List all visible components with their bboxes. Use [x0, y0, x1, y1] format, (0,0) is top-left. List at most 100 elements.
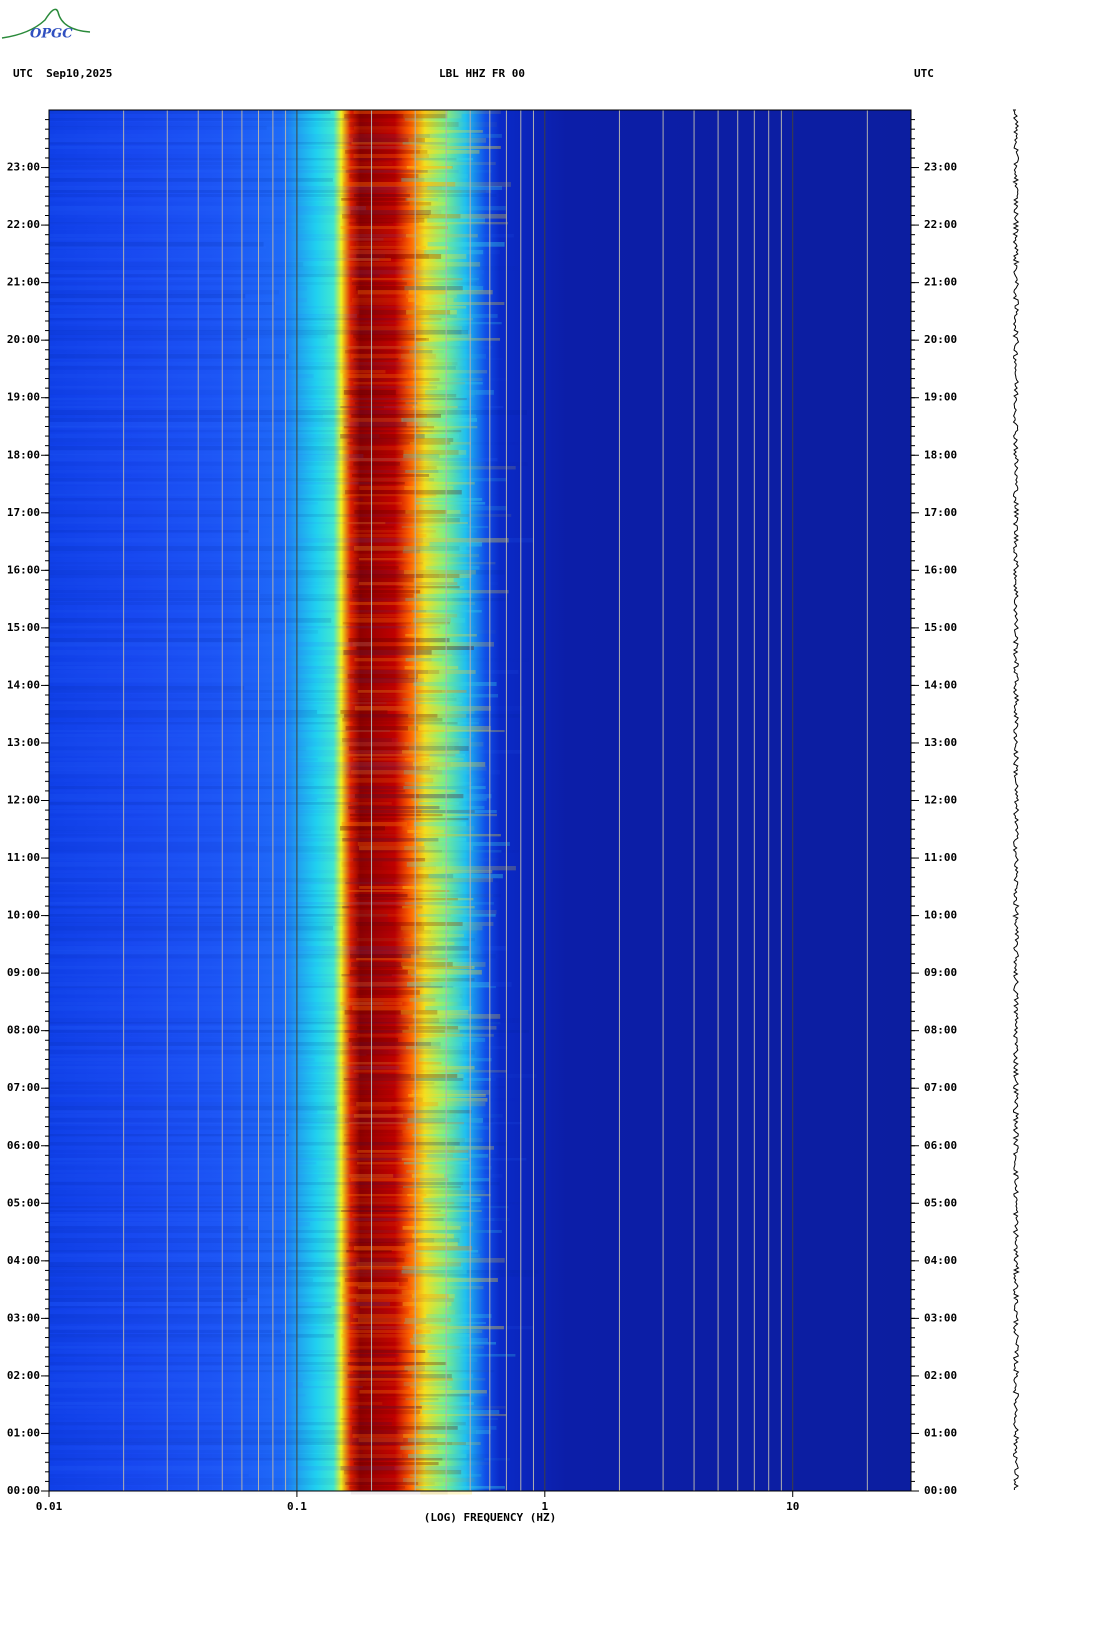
noise-row [49, 426, 250, 429]
y-tick-label: 09:00 [924, 966, 957, 979]
noise-row [406, 1482, 467, 1485]
noise-row [347, 1266, 419, 1270]
noise-row [352, 642, 430, 647]
noise-row [49, 1346, 295, 1349]
noise-row [342, 1358, 396, 1363]
noise-row [427, 374, 473, 378]
noise-row [409, 350, 456, 354]
noise-row [349, 246, 426, 249]
noise-row [416, 894, 494, 897]
noise-row [402, 1226, 461, 1230]
noise-row [49, 1270, 539, 1274]
noise-row [352, 138, 425, 143]
noise-row [49, 250, 501, 255]
noise-row [345, 1126, 459, 1130]
noise-row [49, 462, 528, 466]
y-tick-label: 10:00 [7, 909, 40, 922]
noise-row [350, 1350, 426, 1353]
noise-row [49, 874, 277, 879]
noise-row [356, 1026, 459, 1030]
noise-row [49, 1046, 508, 1050]
noise-row [49, 678, 425, 683]
noise-row [412, 1182, 469, 1186]
noise-row [427, 1406, 506, 1409]
y-tick-label: 19:00 [7, 391, 40, 404]
noise-row [359, 1258, 405, 1263]
noise-row [49, 178, 333, 182]
noise-row [357, 874, 454, 879]
noise-row [49, 1126, 357, 1130]
noise-row [342, 1402, 383, 1405]
noise-row [354, 586, 460, 589]
noise-row [426, 614, 475, 617]
noise-row [49, 1338, 297, 1343]
noise-row [358, 934, 411, 938]
noise-row [344, 754, 456, 757]
noise-row [409, 462, 486, 466]
noise-row [428, 866, 516, 871]
noise-row [359, 310, 451, 315]
noise-row [49, 422, 427, 427]
noise-row [343, 1366, 425, 1371]
noise-row [350, 1490, 448, 1495]
noise-row [418, 506, 508, 511]
noise-row [352, 758, 430, 761]
y-tick-label: 02:00 [924, 1369, 957, 1382]
noise-row [408, 714, 467, 718]
noise-row [403, 454, 439, 459]
noise-row [342, 250, 427, 255]
noise-row [49, 1282, 341, 1287]
noise-row [49, 1318, 402, 1323]
noise-row [416, 934, 464, 938]
noise-row [353, 530, 436, 533]
noise-row [348, 418, 404, 422]
noise-row [429, 1354, 516, 1357]
noise-row [415, 1326, 504, 1330]
noise-row [400, 1446, 470, 1450]
noise-row [355, 1238, 460, 1243]
noise-row [49, 682, 476, 686]
noise-row [49, 1058, 315, 1062]
noise-row [49, 886, 311, 889]
noise-row [425, 1458, 510, 1461]
noise-row [408, 138, 487, 143]
noise-row [345, 130, 409, 133]
noise-row [406, 1170, 447, 1173]
noise-row [402, 142, 448, 145]
noise-row [422, 538, 509, 543]
noise-row [49, 1446, 338, 1450]
noise-row [49, 506, 334, 510]
noise-row [49, 1174, 503, 1178]
noise-row [345, 726, 419, 731]
noise-row [415, 502, 486, 505]
noise-row [417, 914, 496, 917]
noise-row [49, 1190, 413, 1194]
noise-row [423, 790, 456, 793]
noise-row [49, 1390, 271, 1393]
noise-row [49, 922, 394, 926]
noise-row [342, 838, 439, 842]
noise-row [410, 1342, 496, 1345]
noise-row [402, 698, 464, 701]
noise-row [404, 742, 484, 747]
noise-row [49, 926, 334, 931]
noise-row [429, 590, 509, 594]
noise-row [358, 578, 414, 583]
noise-row [347, 442, 451, 445]
noise-row [402, 1186, 441, 1189]
noise-row [357, 1318, 451, 1323]
noise-row [49, 1474, 249, 1477]
noise-row [353, 1198, 468, 1203]
noise-row [341, 974, 392, 977]
noise-row [49, 354, 289, 359]
noise-row [49, 482, 372, 485]
noise-row [49, 1022, 499, 1025]
noise-row [356, 958, 448, 961]
noise-row [349, 1166, 455, 1170]
noise-row [417, 274, 450, 278]
noise-row [401, 1130, 433, 1134]
noise-row [424, 250, 484, 255]
y-tick-label: 14:00 [924, 678, 957, 691]
noise-row [413, 618, 466, 623]
noise-row [403, 546, 467, 551]
